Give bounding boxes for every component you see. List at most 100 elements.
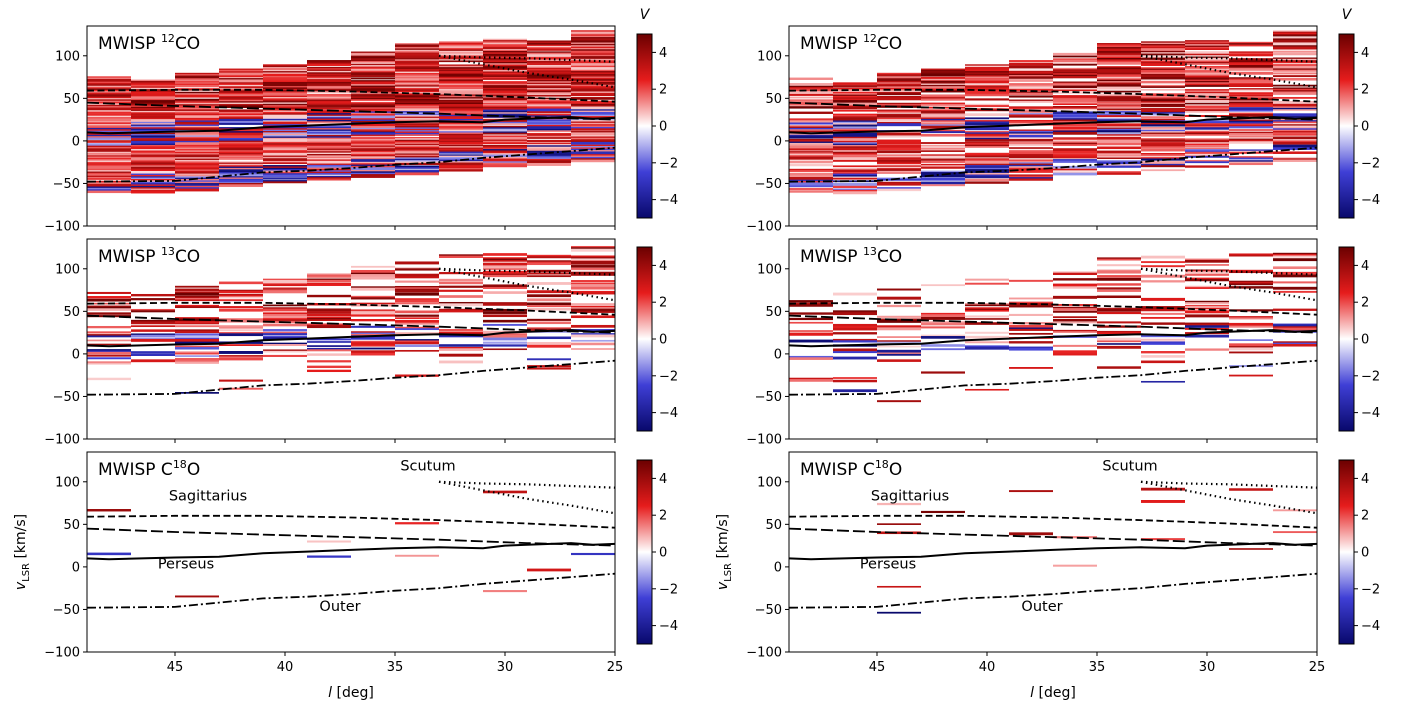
heatmap-cell (1097, 45, 1141, 49)
heatmap-cell (1273, 136, 1317, 140)
heatmap-cell (395, 122, 439, 125)
heatmap-cell (87, 91, 131, 94)
heatmap-cell (1097, 74, 1141, 77)
heatmap-cell (439, 64, 483, 67)
heatmap-cell (571, 109, 615, 112)
heatmap-cell (87, 118, 131, 122)
heatmap-cell (527, 89, 571, 92)
heatmap-cell (175, 138, 219, 141)
heatmap-cell (921, 348, 965, 351)
heatmap-cell (439, 60, 483, 63)
heatmap-cell (571, 88, 615, 92)
heatmap-cell (219, 99, 263, 103)
heatmap-cell (483, 97, 527, 101)
heatmap-cell (87, 81, 131, 85)
heatmap-cell (1141, 154, 1185, 157)
heatmap-cell (1097, 142, 1141, 146)
plot-frame (788, 451, 1318, 653)
heatmap-cell (131, 116, 175, 119)
heatmap-cell (1273, 64, 1317, 67)
y-axis-var: v (715, 581, 731, 590)
heatmap-cell (483, 147, 527, 151)
heatmap-cell (921, 116, 965, 119)
heatmap-cell (483, 128, 527, 131)
heatmap-cell (571, 259, 615, 262)
heatmap-cell (307, 75, 351, 78)
heatmap-cell (1229, 339, 1273, 341)
heatmap-cell (1097, 97, 1141, 100)
heatmap-cell (527, 254, 571, 258)
heatmap-cell (175, 127, 219, 130)
heatmap-cell (1185, 83, 1229, 86)
heatmap-cell (1141, 124, 1185, 127)
heatmap-cell (833, 150, 877, 153)
heatmap-cell (307, 158, 351, 160)
heatmap-cell (439, 295, 483, 298)
heatmap-cell (395, 109, 439, 113)
heatmap-cell (571, 124, 615, 127)
heatmap-cell (87, 111, 131, 115)
heatmap-cell (921, 174, 965, 178)
heatmap-cell (1185, 279, 1229, 282)
heatmap-cell (1097, 132, 1141, 136)
heatmap-cell (483, 337, 527, 341)
heatmap-cell (351, 269, 395, 273)
heatmap-cell (921, 118, 965, 121)
heatmap-cell (571, 50, 615, 53)
arm-label-perseus: Perseus (860, 557, 916, 573)
heatmap-cell (965, 159, 1009, 162)
heatmap-cell (1097, 56, 1141, 59)
heatmap-cell (921, 510, 965, 514)
heatmap-cell (439, 112, 483, 115)
heatmap-cell (439, 142, 483, 145)
heatmap-cell (1141, 99, 1185, 102)
heatmap-cell (307, 155, 351, 158)
heatmap-cell (1009, 91, 1053, 94)
heatmap-cell (1097, 52, 1141, 55)
spiral-arms (789, 54, 1317, 183)
heatmap-cell (1229, 120, 1273, 124)
heatmap-cell (1009, 139, 1053, 142)
heatmap-cell (1273, 254, 1317, 257)
heatmap-cell (1141, 48, 1185, 51)
heatmap-cell (175, 147, 219, 150)
heatmap-cell (1009, 327, 1053, 330)
arm-label-outer: Outer (1021, 599, 1062, 615)
heatmap-cell (789, 321, 833, 324)
heatmap-cell (483, 273, 527, 277)
heatmap-cell (395, 98, 439, 102)
heatmap-cell (1273, 88, 1317, 92)
y-tick-label: 0 (774, 134, 782, 149)
heatmap-cell (571, 342, 615, 346)
heatmap-cell (483, 161, 527, 164)
heatmap-cell (307, 114, 351, 118)
colorbar (1338, 246, 1355, 432)
heatmap-cell (395, 131, 439, 134)
heatmap-cell (877, 131, 921, 134)
heatmap-cell (833, 172, 877, 175)
heatmap-cell (131, 120, 175, 123)
heatmap-cell (1273, 252, 1317, 256)
heatmap-cell (1053, 284, 1097, 288)
heatmap-cell (175, 124, 219, 127)
heatmap-cell (395, 154, 439, 158)
heatmap-cell (307, 96, 351, 100)
heatmap-cell (833, 153, 877, 155)
heatmap-cell (921, 322, 965, 326)
heatmap-cell (571, 333, 615, 335)
heatmap-cell (175, 595, 219, 598)
heatmap-cell (439, 310, 483, 313)
colorbar (636, 459, 653, 645)
heatmap-cell (1273, 159, 1317, 162)
heatmap-cell (131, 189, 175, 193)
heatmap-cell (1053, 63, 1097, 66)
heatmap-cell (219, 318, 263, 321)
heatmap-cell (877, 85, 921, 88)
heatmap-cell (483, 319, 527, 323)
heatmap-cell (219, 83, 263, 87)
heatmap-cell (175, 318, 219, 322)
heatmap-cell (307, 104, 351, 108)
heatmap-cell (395, 314, 439, 317)
heatmap-cell (833, 177, 877, 180)
heatmap-cell (219, 147, 263, 150)
